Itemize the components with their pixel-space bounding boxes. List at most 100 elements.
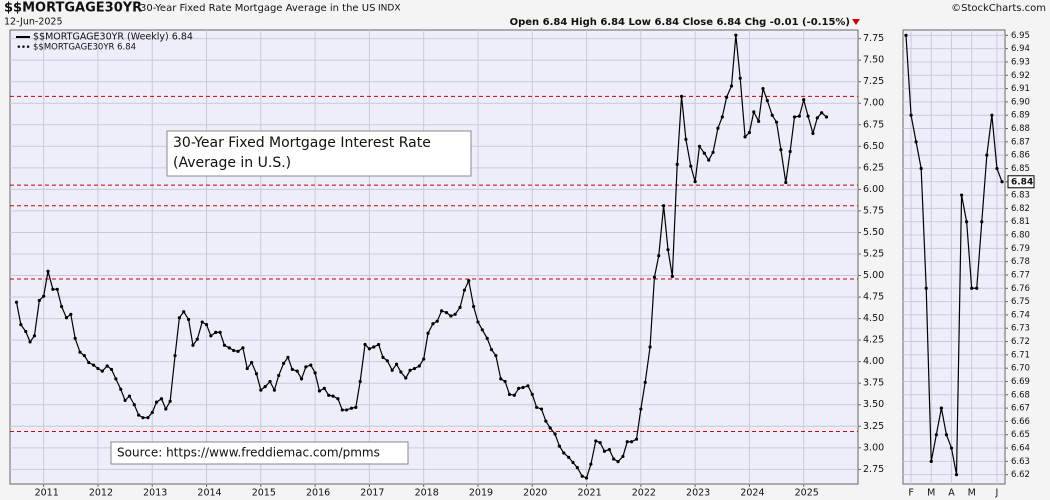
point [82, 354, 86, 358]
y-tick-label: 6.25 [863, 162, 884, 173]
point [924, 286, 928, 290]
legend-text: $$MORTGAGE30YR (Weekly) 6.84 [33, 32, 193, 43]
y-tick-label: 6.73 [1011, 324, 1030, 334]
point [580, 474, 584, 478]
x-tick-label: J [995, 488, 999, 499]
point [729, 84, 734, 88]
quote: Open 6.84 High 6.84 Low 6.84 Close 6.84 … [510, 17, 850, 28]
point [472, 304, 476, 309]
point [553, 432, 557, 436]
point [607, 447, 611, 452]
point [765, 99, 769, 103]
point [806, 114, 810, 118]
y-tick-label: 6.63 [1011, 457, 1030, 467]
point [939, 406, 943, 410]
y-tick-label: 6.86 [1011, 151, 1030, 161]
point [222, 343, 227, 347]
point [399, 370, 403, 374]
point [539, 407, 544, 411]
point [679, 94, 684, 98]
point [385, 359, 389, 363]
y-tick-label: 6.88 [1011, 124, 1030, 134]
point [119, 387, 123, 391]
point [191, 343, 195, 347]
point [59, 304, 64, 309]
point [820, 111, 824, 115]
point [970, 286, 974, 290]
point [634, 437, 639, 441]
point [114, 377, 118, 381]
y-tick-label: 5.50 [863, 227, 884, 238]
point [377, 342, 381, 347]
point [784, 180, 788, 185]
y-tick-label: 4.75 [863, 292, 884, 303]
point [965, 220, 969, 224]
point [485, 336, 489, 341]
y-tick-label: 6.90 [1011, 97, 1030, 107]
point [164, 407, 168, 411]
point [100, 369, 104, 373]
y-tick-label: 6.75 [1011, 297, 1030, 307]
date: 12-Jun-2025 [4, 17, 63, 28]
point [290, 367, 294, 372]
point [64, 316, 69, 320]
point [96, 366, 100, 371]
point [512, 393, 516, 397]
point [815, 116, 819, 120]
point [137, 413, 141, 417]
point [788, 149, 792, 154]
point [752, 110, 756, 114]
y-tick-label: 6.83 [1011, 191, 1030, 201]
point [652, 275, 657, 279]
y-tick-label: 6.50 [863, 141, 884, 152]
point [426, 331, 430, 335]
x-tick-label: 2024 [740, 488, 764, 499]
x-tick-label: 2023 [686, 488, 710, 499]
point [187, 317, 191, 322]
y-tick-label: 6.89 [1011, 111, 1030, 121]
y-tick-label: 3.50 [863, 399, 884, 410]
point [535, 405, 539, 409]
point [440, 309, 444, 313]
point [259, 388, 263, 392]
point [309, 363, 313, 367]
y-tick-label: 6.72 [1011, 337, 1030, 347]
point [268, 379, 272, 384]
y-tick-label: 7.75 [863, 33, 884, 44]
point [159, 397, 164, 401]
point [453, 312, 457, 316]
point [959, 193, 964, 197]
point [132, 403, 136, 407]
point [37, 298, 41, 303]
point [327, 393, 331, 397]
point [625, 440, 629, 444]
exchange: INDX [378, 4, 400, 14]
x-tick-label: M [927, 488, 935, 499]
point [358, 379, 362, 384]
point [904, 33, 908, 37]
point [589, 462, 593, 466]
legend-dots: ∙∙∙ [16, 43, 30, 53]
point [944, 433, 949, 437]
point [317, 389, 322, 393]
point [241, 346, 245, 350]
point [975, 286, 979, 290]
point [69, 312, 73, 316]
point [404, 376, 408, 380]
point [544, 419, 548, 423]
point [990, 113, 994, 117]
point [214, 330, 218, 334]
point [422, 357, 426, 361]
point [630, 440, 634, 444]
grid [10, 30, 1005, 484]
point [390, 368, 394, 372]
y-tick-label: 6.81 [1011, 217, 1030, 227]
point [657, 254, 661, 258]
y-tick-label: 6.65 [1011, 430, 1030, 440]
y-tick-label: 6.85 [1011, 164, 1030, 174]
x-tick-label: 2011 [35, 488, 59, 499]
point [774, 120, 779, 124]
point [363, 342, 367, 347]
point [934, 433, 938, 437]
